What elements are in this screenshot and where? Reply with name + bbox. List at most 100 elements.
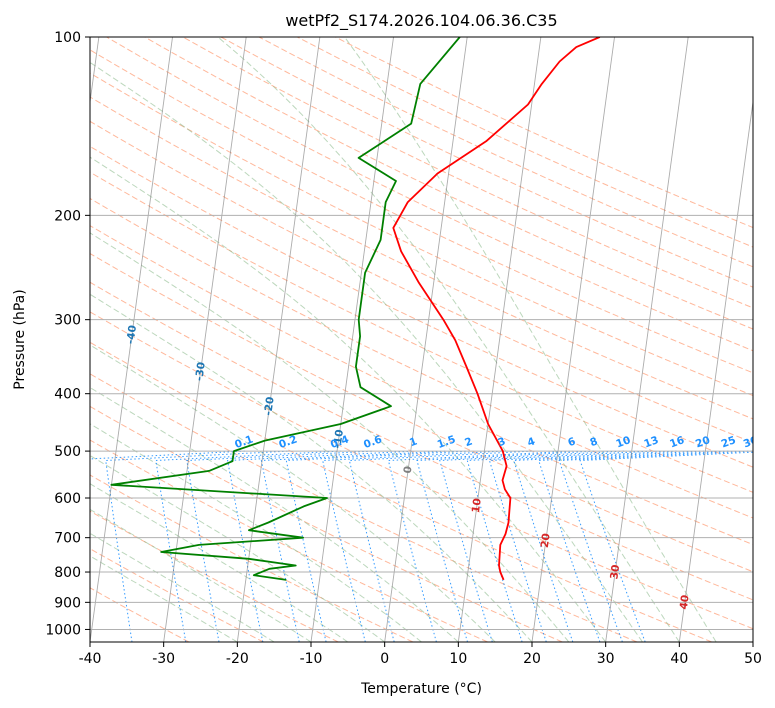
dry-adiabat	[90, 311, 753, 630]
moist-adiabat	[344, 37, 717, 642]
isotherm-label: 0	[402, 465, 415, 474]
moist-adiabat	[90, 61, 643, 642]
y-tick-label: 100	[54, 30, 81, 46]
x-tick-label: -30	[152, 651, 175, 667]
y-tick-label: 200	[54, 208, 81, 224]
y-axis-label: Pressure (hPa)	[12, 289, 28, 389]
x-tick-label: 30	[597, 651, 615, 667]
mixing-ratio-label: 30	[742, 434, 760, 450]
chart-title: wetPf2_S174.2026.104.06.36.C35	[285, 11, 557, 31]
isotherms	[90, 37, 753, 642]
isotherm-label: -30	[193, 361, 207, 381]
mixing-ratio-line	[538, 450, 730, 642]
isotherm-label: 10	[470, 498, 484, 514]
mixing-ratio-label: 1.5	[436, 433, 458, 451]
moist-adiabat	[90, 156, 607, 642]
mixing-ratio-line	[488, 450, 679, 642]
dry-adiabat	[90, 72, 753, 397]
isotherm-line	[163, 37, 247, 642]
isotherm-line	[605, 37, 689, 642]
dry-adiabat	[90, 225, 753, 546]
y-tick-label: 800	[54, 565, 81, 581]
dry-adiabat	[90, 341, 712, 642]
moist-adiabats	[90, 37, 717, 642]
x-tick-label: 20	[523, 651, 541, 667]
moist-adiabat	[90, 483, 349, 642]
y-tick-label: 600	[54, 491, 81, 507]
mixing-ratio-label: 0.4	[329, 433, 351, 451]
mixing-ratio-label: 20	[694, 434, 712, 450]
dry-adiabat	[335, 37, 753, 229]
mixing-ratio-line	[513, 450, 704, 642]
isotherm-label: -60	[0, 238, 4, 258]
isotherm-line	[310, 37, 394, 642]
profile-series	[110, 37, 601, 581]
moist-adiabat	[90, 555, 238, 642]
isotherm-label: -40	[125, 324, 139, 344]
x-tick-label: 10	[449, 651, 467, 667]
y-tick-label: 900	[54, 595, 81, 611]
mixing-ratio-label: 3	[496, 435, 507, 449]
isotherm-line	[236, 37, 321, 642]
mixing-ratio-line	[439, 450, 625, 642]
temperature-line	[392, 37, 601, 581]
mixing-ratio-label: 4	[526, 435, 537, 449]
mixing-ratio-label: 13	[642, 434, 660, 450]
line-labels: -100-90-80-70-60-50-40-30-20-10010203040…	[0, 238, 760, 610]
mixing-ratio-label: 6	[566, 435, 577, 449]
dry-adiabat	[144, 37, 753, 330]
dry-adiabat	[90, 171, 753, 493]
dry-adiabat	[90, 281, 753, 601]
dry-adiabat	[90, 439, 488, 642]
x-tick-label: -20	[226, 651, 249, 667]
moist-adiabat	[217, 37, 680, 642]
dry-adiabat	[90, 405, 563, 642]
isotherm-label: 30	[608, 564, 622, 580]
mixing-ratio-line	[322, 450, 503, 642]
x-axis-label: Temperature (°C)	[360, 681, 482, 697]
dewpoint-line	[110, 37, 461, 581]
isotherm-label: 40	[678, 594, 692, 610]
isotherm-line	[752, 638, 753, 642]
moist-adiabat	[90, 293, 533, 642]
y-tick-label: 400	[54, 387, 81, 403]
isotherm-line	[531, 37, 615, 642]
isotherm-line	[457, 37, 542, 642]
dry-adiabat	[258, 37, 753, 268]
mixing-ratio-line	[416, 450, 595, 642]
dry-adiabat	[90, 510, 339, 642]
x-tick-label: -10	[300, 651, 323, 667]
mixing-ratio-line	[387, 450, 573, 642]
dry-adiabat	[90, 96, 753, 420]
x-tick-label: 50	[744, 651, 762, 667]
mixing-ratio-label: 25	[720, 434, 738, 450]
x-tick-label: -40	[79, 651, 102, 667]
dry-adiabat	[182, 37, 753, 309]
y-tick-label: 700	[54, 531, 81, 547]
mixing-ratio-label: 8	[588, 435, 599, 449]
isotherm-line	[90, 37, 100, 106]
mixing-ratio-label: 2	[463, 435, 474, 449]
x-tick-label: 0	[380, 651, 389, 667]
plot-frame	[89, 36, 754, 643]
moist-adiabat	[90, 423, 422, 642]
pressure-gridlines	[90, 37, 753, 630]
isotherm-label: -10	[331, 429, 345, 449]
dry-adiabat	[90, 373, 638, 642]
dry-adiabat	[90, 474, 414, 642]
mixing-ratio-label: 0.1	[233, 433, 255, 451]
plot-area: -100-90-80-70-60-50-40-30-20-10010203040…	[0, 37, 760, 642]
isotherm-label: 20	[539, 533, 553, 549]
y-axis-ticks: 100 200 300 400 500 600 700 800 900 1000	[45, 30, 90, 638]
mixing-ratio-line	[558, 450, 752, 642]
mixing-ratio-label: 0.6	[362, 433, 384, 451]
moist-adiabat	[90, 454, 385, 642]
mixing-ratio-label: 1	[408, 435, 419, 449]
mixing-ratio-line	[285, 450, 470, 642]
mixing-ratio-label: 10	[614, 434, 632, 450]
moist-adiabat	[90, 532, 275, 642]
x-axis-ticks: -40 -30 -20 -10 0 10 20 30 40 50	[79, 642, 762, 667]
mixing-ratio-line	[105, 450, 290, 642]
moist-adiabat	[90, 386, 459, 642]
